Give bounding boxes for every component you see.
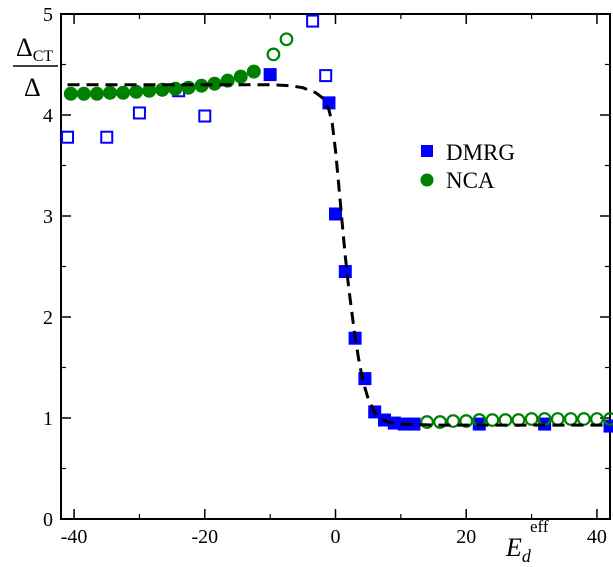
nca-point-hollow [433,415,447,429]
svg-text:ΔCT: ΔCT [16,33,53,65]
nca-point [233,69,248,84]
x-label-main: E [505,533,522,562]
marks [61,14,613,433]
y-label-numerator-sub: CT [33,48,54,65]
y-tick-label: 2 [43,307,53,329]
nca-point [246,64,261,79]
nca-point [116,85,131,100]
nca-point-hollow [590,412,604,426]
x-tick-label: 40 [587,526,607,548]
y-tick-label: 0 [43,509,53,531]
x-axis-label: Ed eff [505,517,549,566]
x-label-sub: d [522,546,532,566]
nca-point [181,80,196,95]
nca-point-hollow [446,414,461,428]
dmrg-point-hollow [100,130,114,144]
dmrg-point-hollow [132,106,146,120]
x-tick-label: 0 [331,526,341,548]
y-tick-label: 3 [43,206,53,228]
nca-point-hollow [420,415,434,429]
legend-marker-dmrg [421,145,433,157]
nca-point-hollow [550,412,565,426]
nca-point [63,86,78,101]
dmrg-point [263,68,277,82]
ticks: -40 -20 0 20 40 0 1 2 3 4 5 [43,4,610,548]
nca-point [142,83,157,98]
x-tick-label: 20 [456,526,476,548]
dmrg-point-hollow [306,14,320,28]
nca-point [76,86,91,101]
svg-text:Ed: Ed [505,533,532,566]
nca-point-hollow [524,412,539,426]
nca-point-hollow [563,412,578,426]
dashed-fit-line [67,83,610,427]
legend-label-dmrg: DMRG [446,140,515,165]
y-tick-label: 1 [43,408,53,430]
x-tick-label: -40 [61,526,88,548]
dmrg-point-hollow [319,69,333,83]
x-tick-label: -20 [191,526,218,548]
legend-marker-nca [420,173,434,187]
y-tick-label: 5 [43,4,53,26]
y-tick-label: 4 [43,105,53,127]
nca-point-hollow [279,32,294,47]
nca-point [103,85,118,100]
nca-point-hollow [485,413,500,427]
y-label-numerator: Δ [16,33,33,62]
dmrg-point [329,207,342,221]
dmrg-point [603,419,613,433]
nca-point-hollow [459,414,474,428]
legend-label-nca: NCA [446,168,495,193]
y-label-denominator: Δ [24,73,41,102]
legend: DMRG NCA [420,140,515,193]
dmrg-point-hollow [198,109,212,123]
dmrg-point-hollow [61,130,75,144]
x-label-sup: eff [530,517,549,536]
nca-point [129,84,144,99]
nca-point-hollow [576,412,591,426]
nca-point-hollow [266,47,281,62]
nca-point [89,86,104,101]
y-axis-label: ΔCT Δ [13,33,58,102]
